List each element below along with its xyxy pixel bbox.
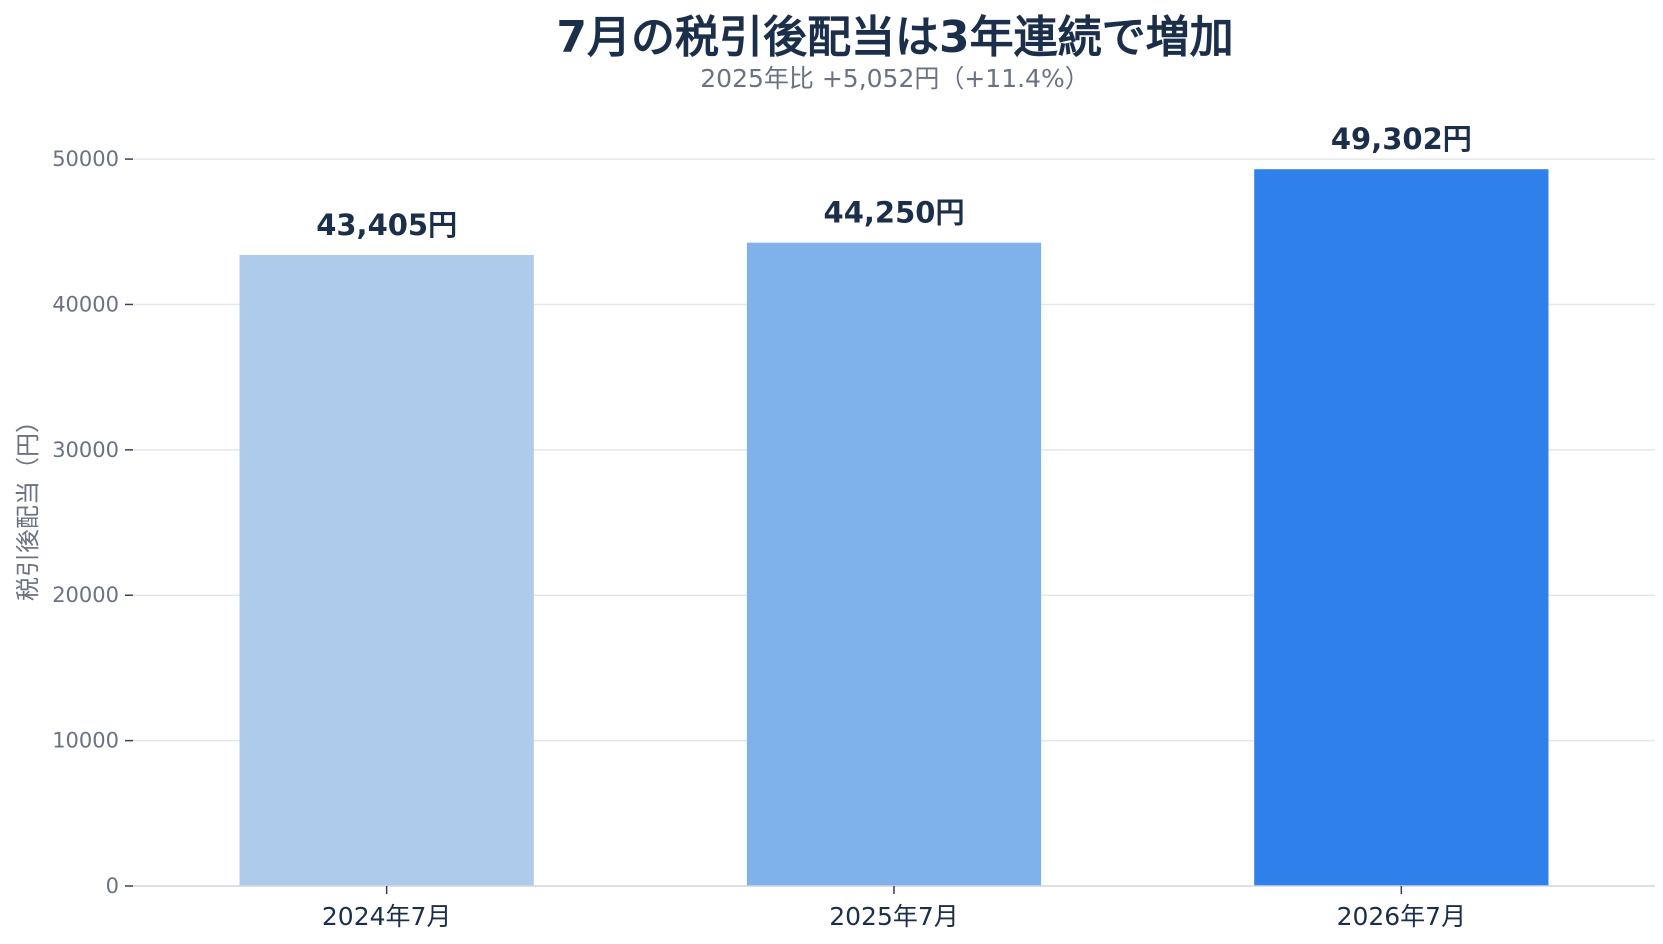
axes: 0 10000 20000 30000 40000 50000 2024年7月 2025年7月…: [52, 147, 1655, 931]
y-tick-label: 50000: [52, 147, 119, 171]
data-labels: 43,405円 44,250円 49,302円: [316, 122, 1472, 242]
y-tick-label: 0: [106, 874, 119, 898]
y-tick-label: 40000: [52, 292, 119, 316]
bar: [239, 254, 534, 887]
bar-value-label: 49,302円: [1331, 122, 1472, 156]
bars: [239, 169, 1549, 887]
y-tick-label: 30000: [52, 438, 119, 462]
y-tick-label: 10000: [52, 729, 119, 753]
x-tick-label: 2024年7月: [322, 902, 452, 931]
x-tick-label: 2026年7月: [1337, 902, 1467, 931]
y-tick-label: 20000: [52, 583, 119, 607]
bar: [1254, 169, 1549, 887]
bar: [746, 242, 1042, 886]
bar-value-label: 43,405円: [316, 208, 457, 242]
y-axis-label: 税引後配当（円）: [14, 409, 42, 601]
chart-title: 7月の税引後配当は3年連続で増加: [556, 12, 1233, 63]
bar-value-label: 44,250円: [824, 196, 965, 230]
chart-subtitle: 2025年比 +5,052円（+11.4%）: [700, 64, 1089, 93]
x-tick-label: 2025年7月: [829, 902, 959, 931]
